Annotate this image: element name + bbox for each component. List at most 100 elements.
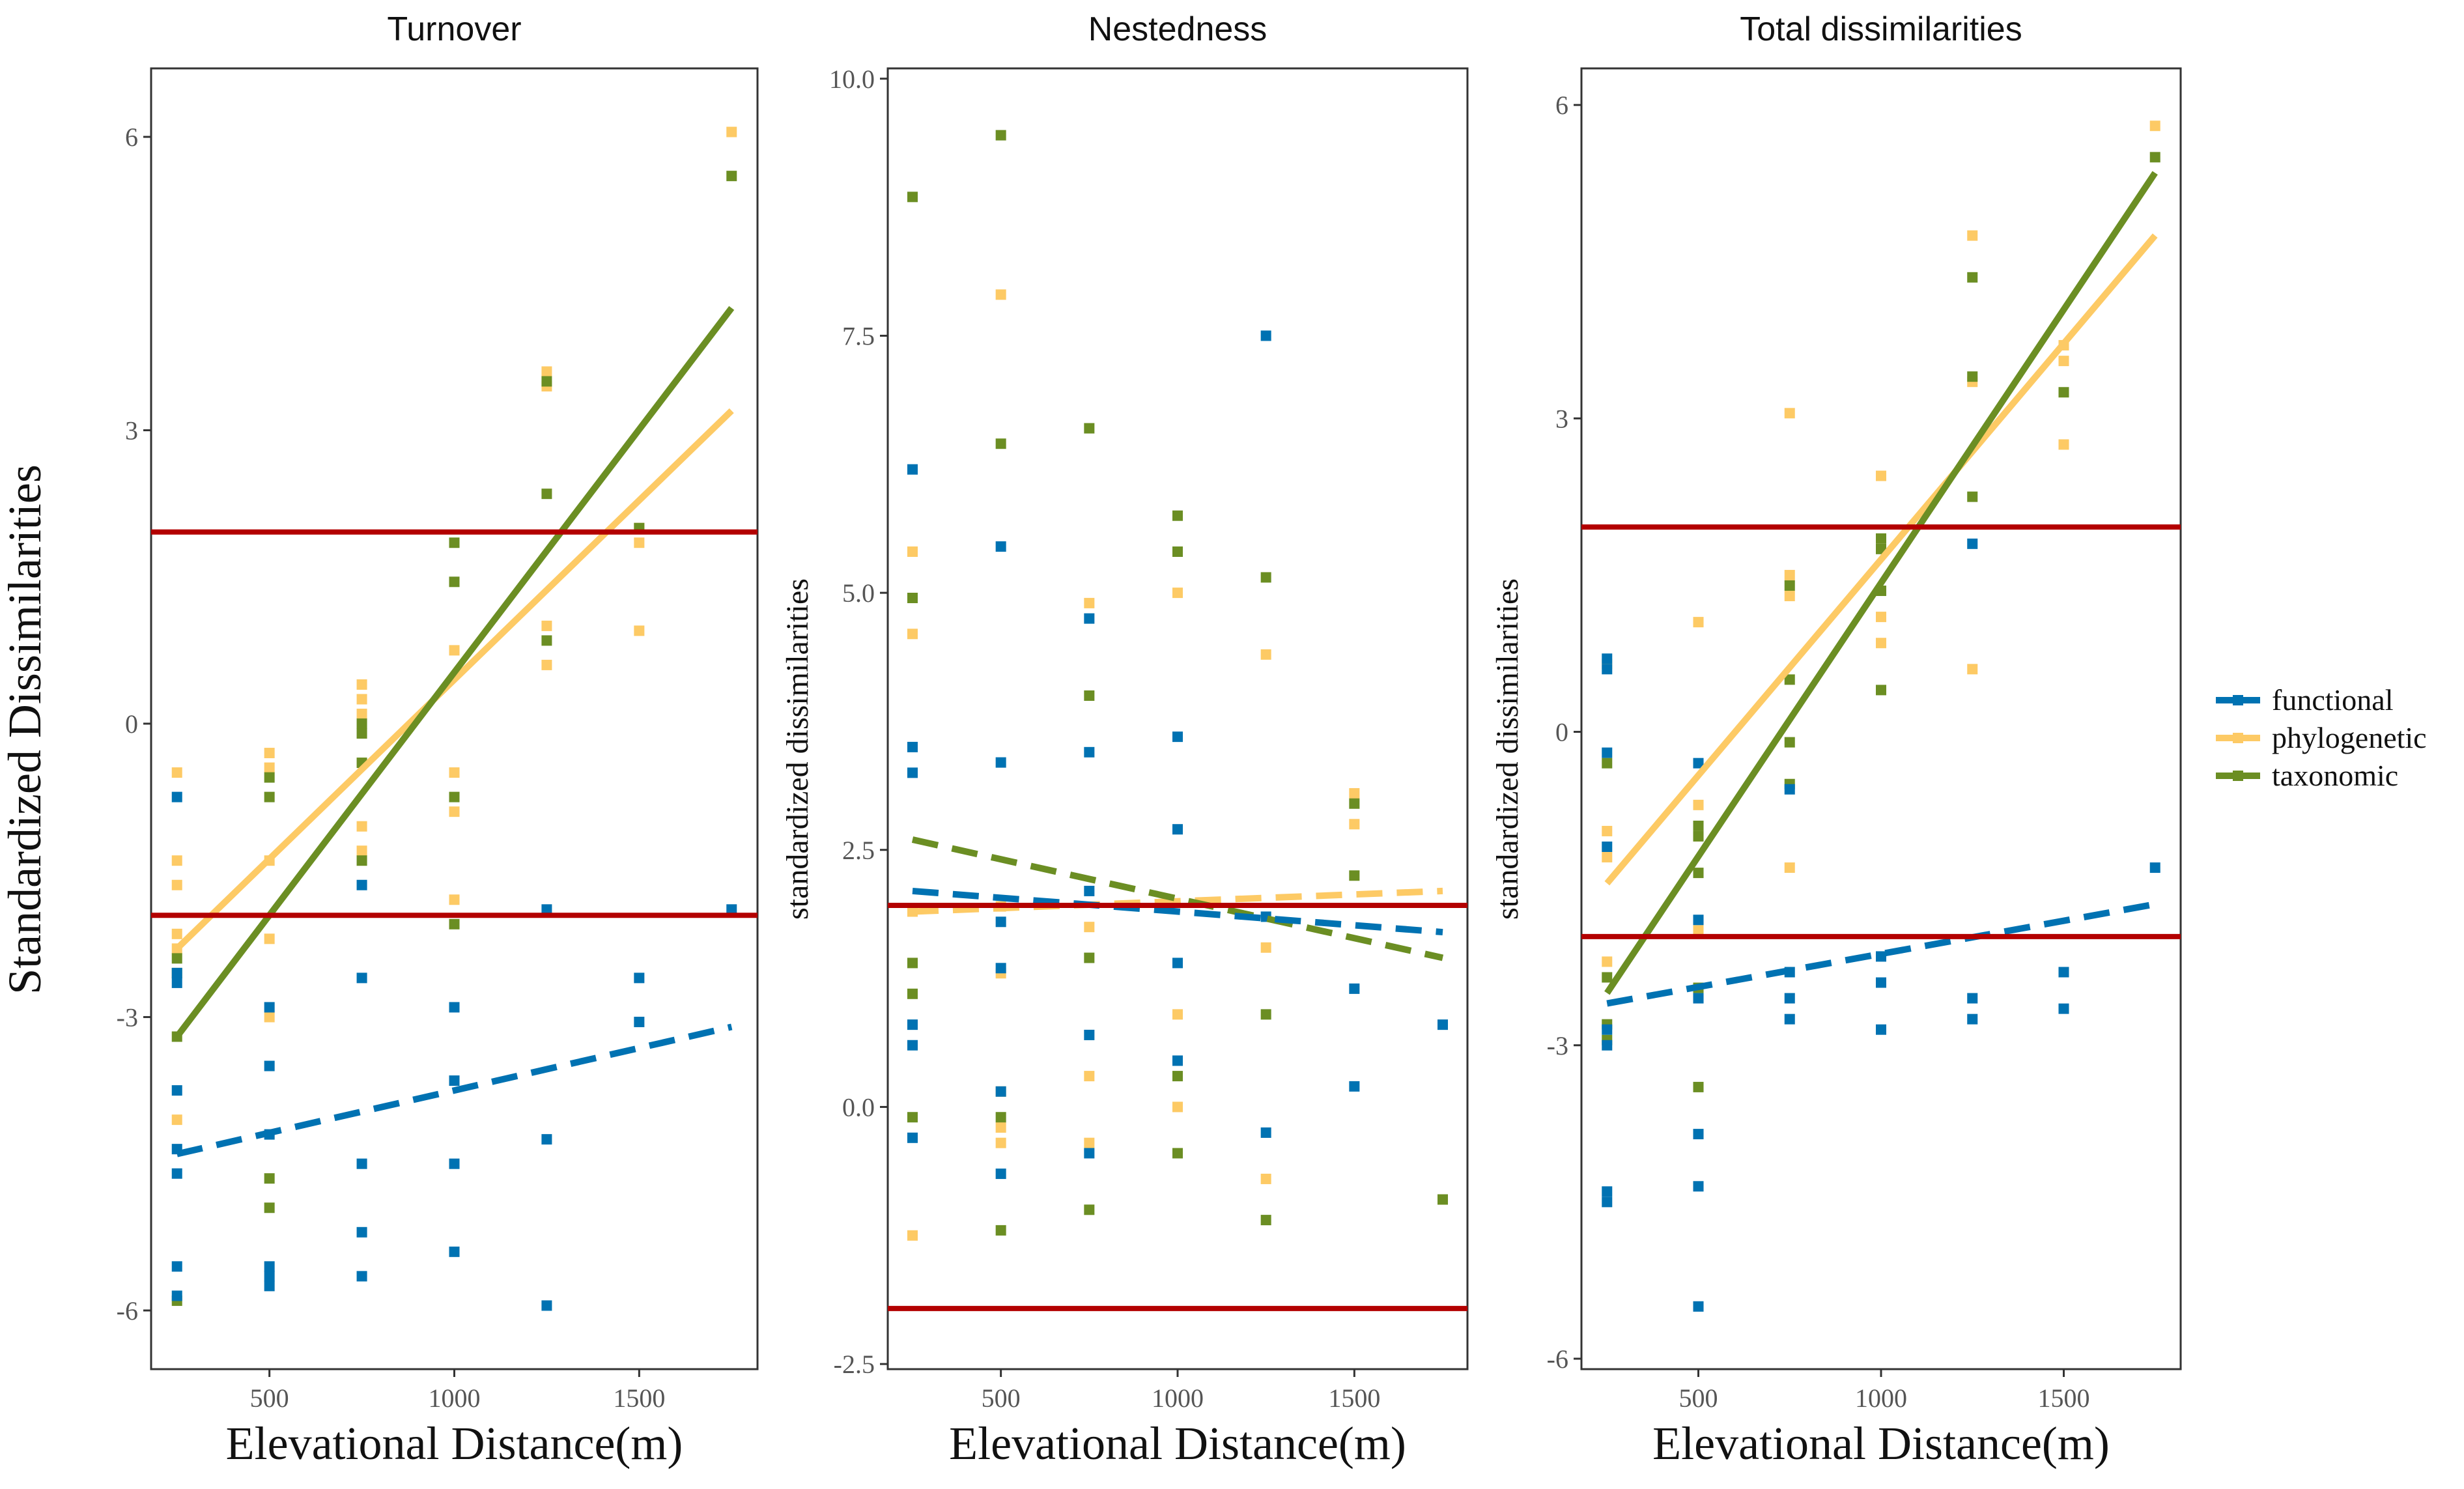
data-point-phylogenetic [449, 806, 460, 817]
data-point-functional [1172, 957, 1183, 969]
data-point-phylogenetic [264, 933, 275, 944]
trend-line-phylogenetic [175, 408, 734, 951]
data-point-functional [356, 879, 367, 890]
legend-key-marker [2233, 771, 2243, 781]
y-tick-label: 5.0 [842, 578, 875, 608]
data-point-functional [171, 1085, 182, 1096]
data-point-taxonomic [1260, 1215, 1271, 1226]
panel-1: Turnover -6 -3 0 3 6 500 1000 1500 Elevational Di… [0, 10, 759, 1469]
data-point-functional [1084, 613, 1095, 624]
data-point-taxonomic [356, 728, 367, 739]
data-point-functional [356, 972, 367, 984]
data-point-functional [1602, 653, 1613, 664]
data-point-phylogenetic [264, 748, 275, 759]
data-point-functional [1437, 1019, 1449, 1030]
x-axis-label: Elevational Distance(m) [1652, 1417, 2110, 1469]
data-point-phylogenetic [356, 679, 367, 690]
series-phylogenetic-points [171, 126, 737, 1126]
data-point-taxonomic [1784, 737, 1795, 748]
data-point-taxonomic [1693, 1081, 1704, 1092]
y-tick-label: 3 [1555, 404, 1568, 433]
data-point-taxonomic [264, 1202, 275, 1213]
data-point-functional [1349, 1081, 1360, 1092]
data-point-functional [1172, 824, 1183, 835]
data-point-phylogenetic [1172, 588, 1183, 599]
data-point-phylogenetic [1784, 591, 1795, 602]
data-point-taxonomic [907, 191, 918, 203]
legend-label: functional [2272, 683, 2394, 716]
data-point-phylogenetic [2058, 356, 2069, 367]
x-tick-label: 1000 [1855, 1383, 1907, 1413]
data-point-taxonomic [1693, 868, 1704, 879]
x-axis-label: Elevational Distance(m) [949, 1417, 1406, 1469]
data-point-functional [995, 916, 1006, 928]
series-functional-points [907, 330, 1449, 1180]
data-point-phylogenetic [1260, 649, 1271, 660]
trend-line-taxonomic [911, 836, 1444, 961]
legend: functional phylogenetic taxonomic [2216, 683, 2427, 792]
panel-title: Nestedness [1088, 10, 1267, 48]
data-point-taxonomic [1084, 1204, 1095, 1215]
data-point-taxonomic [1349, 870, 1360, 881]
data-point-phylogenetic [356, 708, 367, 719]
data-point-taxonomic [726, 171, 737, 182]
panel-frame [150, 67, 759, 1370]
y-tick-label: -2.5 [834, 1350, 875, 1379]
data-point-functional [1784, 1014, 1795, 1025]
data-point-phylogenetic [2149, 121, 2160, 132]
panel-frame [886, 67, 1469, 1370]
y-axis-label: standardized dissimilarities [780, 578, 815, 920]
data-point-phylogenetic [1260, 1173, 1271, 1184]
data-point-functional [1876, 977, 1886, 988]
data-point-phylogenetic [1260, 942, 1271, 953]
data-point-taxonomic [995, 438, 1006, 449]
data-point-phylogenetic [1084, 1071, 1095, 1082]
y-tick-label: -3 [117, 1002, 138, 1032]
data-point-functional [541, 1134, 552, 1145]
data-point-functional [995, 541, 1006, 552]
x-tick-label: 1500 [613, 1383, 665, 1413]
data-point-functional [449, 1075, 460, 1086]
data-point-functional [1693, 993, 1704, 1004]
data-point-phylogenetic [1876, 612, 1886, 623]
data-point-phylogenetic [995, 289, 1006, 300]
data-point-phylogenetic [171, 855, 182, 866]
series-functional-points [171, 791, 737, 1311]
data-point-functional [726, 904, 737, 915]
data-point-taxonomic [1784, 674, 1795, 685]
data-point-phylogenetic [264, 1012, 275, 1023]
data-point-taxonomic [995, 1112, 1006, 1123]
data-point-functional [356, 1227, 367, 1238]
x-tick-label: 1500 [1328, 1383, 1380, 1413]
data-point-functional [1602, 1197, 1613, 1208]
x-tick-label: 1000 [429, 1383, 481, 1413]
legend-label: taxonomic [2272, 759, 2398, 792]
data-point-taxonomic [449, 537, 460, 548]
panel-title: Total dissimilarities [1740, 10, 2022, 48]
x-tick-label: 500 [982, 1383, 1021, 1413]
data-point-taxonomic [1172, 1148, 1183, 1159]
data-point-functional [171, 791, 182, 802]
data-point-taxonomic [1693, 830, 1704, 842]
y-tick-label: 6 [125, 122, 138, 152]
data-point-taxonomic [1084, 952, 1095, 963]
data-point-functional [1602, 1186, 1613, 1197]
data-point-functional [2058, 1003, 2069, 1014]
x-tick-label: 1500 [2037, 1383, 2089, 1413]
data-point-taxonomic [449, 576, 460, 588]
y-tick-label: 7.5 [842, 321, 875, 350]
data-point-functional [907, 464, 918, 475]
data-point-phylogenetic [1602, 956, 1613, 967]
data-point-taxonomic [907, 988, 918, 999]
data-point-functional [171, 1290, 182, 1301]
x-tick-label: 500 [250, 1383, 289, 1413]
data-point-functional [541, 1300, 552, 1311]
data-point-functional [171, 1168, 182, 1179]
trend-line-functional [1606, 901, 2156, 1007]
series-taxonomic-points [907, 130, 1449, 1236]
y-axis-label: standardized dissimilarities [1490, 578, 1525, 920]
data-point-taxonomic [264, 772, 275, 783]
data-point-functional [264, 1261, 275, 1272]
data-point-functional [907, 767, 918, 778]
data-point-functional [1084, 1148, 1095, 1159]
